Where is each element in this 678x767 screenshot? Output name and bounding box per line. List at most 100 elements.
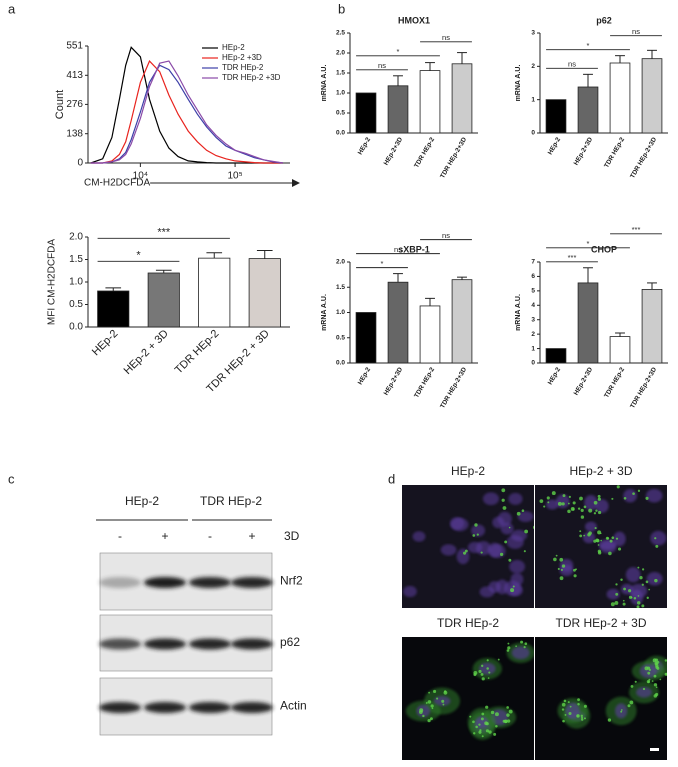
speck bbox=[646, 680, 650, 684]
speck bbox=[555, 554, 558, 557]
speck bbox=[474, 523, 478, 527]
speck bbox=[551, 491, 556, 496]
speck bbox=[656, 666, 660, 670]
speck bbox=[568, 495, 571, 499]
bar bbox=[248, 258, 281, 328]
x-tick-label: TDR HEp-2+3D bbox=[439, 136, 468, 180]
row-label: Nrf2 bbox=[280, 574, 303, 588]
nucleus bbox=[645, 488, 663, 503]
speck bbox=[499, 552, 504, 557]
speck bbox=[655, 544, 659, 548]
y-tick-label: 2.0 bbox=[336, 259, 345, 266]
significance-label: ns bbox=[394, 245, 402, 254]
nucleus bbox=[582, 531, 596, 544]
speck bbox=[629, 700, 634, 705]
speck bbox=[481, 677, 485, 681]
speck bbox=[419, 710, 423, 714]
x-tick-label: TDR HEp-2 bbox=[413, 136, 436, 169]
bar bbox=[198, 257, 231, 328]
speck bbox=[581, 716, 584, 719]
x-tick-label: HEp-2+3D bbox=[383, 136, 405, 167]
speck bbox=[581, 718, 584, 721]
speck bbox=[583, 717, 586, 720]
panel-label: d bbox=[388, 471, 395, 486]
nucleus bbox=[471, 524, 486, 537]
speck bbox=[583, 704, 587, 708]
x-axis-label: CM-H2DCFDA bbox=[84, 178, 150, 189]
speck bbox=[633, 596, 637, 600]
speck bbox=[636, 601, 641, 605]
speck bbox=[506, 706, 509, 709]
speck bbox=[614, 601, 619, 605]
speck bbox=[481, 735, 484, 738]
speck bbox=[588, 531, 592, 535]
speck bbox=[577, 507, 581, 510]
speck bbox=[622, 602, 626, 606]
image-title: HEp-2 bbox=[451, 464, 485, 478]
speck bbox=[443, 690, 447, 693]
speck bbox=[583, 534, 586, 537]
bar bbox=[147, 272, 180, 328]
speck bbox=[577, 698, 580, 702]
bar bbox=[355, 92, 377, 134]
blot-band bbox=[189, 577, 231, 588]
speck bbox=[634, 680, 637, 683]
speck bbox=[577, 702, 580, 706]
speck bbox=[568, 711, 572, 716]
panel-label: a bbox=[8, 1, 16, 16]
group-label: HEp-2 bbox=[125, 494, 159, 508]
speck bbox=[433, 689, 437, 694]
y-tick-label: 138 bbox=[66, 128, 83, 139]
speck bbox=[567, 509, 571, 514]
speck bbox=[431, 707, 434, 710]
chart-title: p62 bbox=[596, 15, 612, 25]
y-tick-label: 0 bbox=[531, 360, 535, 367]
speck bbox=[646, 666, 651, 670]
nucleus bbox=[508, 492, 523, 505]
speck bbox=[486, 659, 489, 662]
speck bbox=[472, 720, 475, 724]
y-axis-label: Count bbox=[54, 90, 66, 119]
y-tick-label: 0 bbox=[531, 130, 535, 137]
y-tick-label: 6 bbox=[531, 273, 535, 280]
speck bbox=[621, 709, 623, 711]
nucleus bbox=[636, 687, 652, 698]
nucleus bbox=[479, 586, 495, 598]
speck bbox=[579, 530, 582, 533]
y-tick-label: 1.0 bbox=[69, 277, 83, 288]
speck bbox=[473, 670, 478, 675]
speck bbox=[502, 719, 506, 723]
significance-label: *** bbox=[157, 227, 171, 239]
bar bbox=[545, 348, 567, 364]
x-tick-label: HEp-2 bbox=[90, 328, 121, 359]
x-tick-label: 10⁵ bbox=[227, 171, 242, 182]
legend-label: TDR HEp-2 bbox=[222, 63, 264, 72]
y-tick-label: 0.5 bbox=[336, 334, 345, 341]
speck bbox=[425, 702, 428, 704]
significance-label: ns bbox=[568, 60, 576, 69]
x-tick-label: HEp-2 bbox=[357, 366, 373, 386]
bar bbox=[577, 282, 599, 364]
speck bbox=[464, 549, 468, 553]
nucleus bbox=[412, 531, 426, 542]
nucleus bbox=[489, 544, 506, 558]
blot-band bbox=[231, 577, 273, 588]
y-tick-label: 0.5 bbox=[69, 299, 83, 310]
significance-label: * bbox=[587, 239, 590, 248]
y-tick-label: 2 bbox=[531, 331, 535, 338]
speck bbox=[512, 585, 515, 588]
chart-title: HMOX1 bbox=[398, 15, 430, 25]
speck bbox=[507, 646, 511, 650]
y-tick-label: 1.5 bbox=[336, 284, 345, 291]
y-tick-label: 1 bbox=[531, 96, 535, 103]
speck bbox=[579, 496, 583, 501]
nucleus bbox=[492, 516, 505, 529]
speck bbox=[580, 508, 584, 512]
image-title: TDR HEp-2 bbox=[437, 616, 499, 630]
bar bbox=[355, 312, 377, 364]
speck bbox=[506, 719, 511, 723]
nucleus bbox=[646, 571, 663, 586]
speck bbox=[478, 669, 482, 673]
speck bbox=[539, 499, 544, 503]
nucleus bbox=[440, 544, 457, 556]
